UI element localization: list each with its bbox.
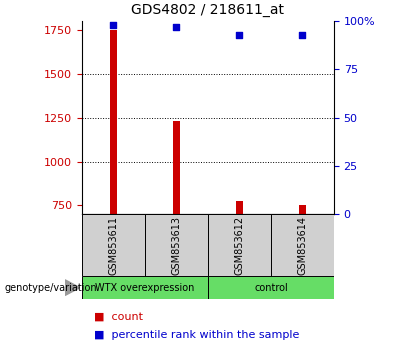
Bar [82, 276, 208, 299]
Text: control: control [254, 282, 288, 293]
Text: WTX overexpression: WTX overexpression [95, 282, 194, 293]
Bar [110, 30, 117, 214]
Bar [208, 276, 334, 299]
Bar [271, 214, 334, 276]
Text: genotype/variation: genotype/variation [4, 282, 97, 293]
Point [299, 32, 306, 38]
Polygon shape [65, 280, 80, 295]
Bar [173, 121, 180, 214]
Title: GDS4802 / 218611_at: GDS4802 / 218611_at [131, 4, 284, 17]
Text: GSM853612: GSM853612 [234, 216, 244, 275]
Bar [236, 201, 243, 214]
Text: ■  count: ■ count [94, 312, 144, 322]
Point [173, 24, 180, 30]
Bar [145, 214, 208, 276]
Text: GSM853613: GSM853613 [171, 216, 181, 275]
Text: GSM853614: GSM853614 [297, 216, 307, 275]
Text: GSM853611: GSM853611 [108, 216, 118, 275]
Point [236, 32, 243, 38]
Bar [82, 214, 145, 276]
Bar [208, 214, 271, 276]
Text: ■  percentile rank within the sample: ■ percentile rank within the sample [94, 330, 300, 339]
Bar [299, 205, 306, 214]
Point [110, 22, 117, 28]
